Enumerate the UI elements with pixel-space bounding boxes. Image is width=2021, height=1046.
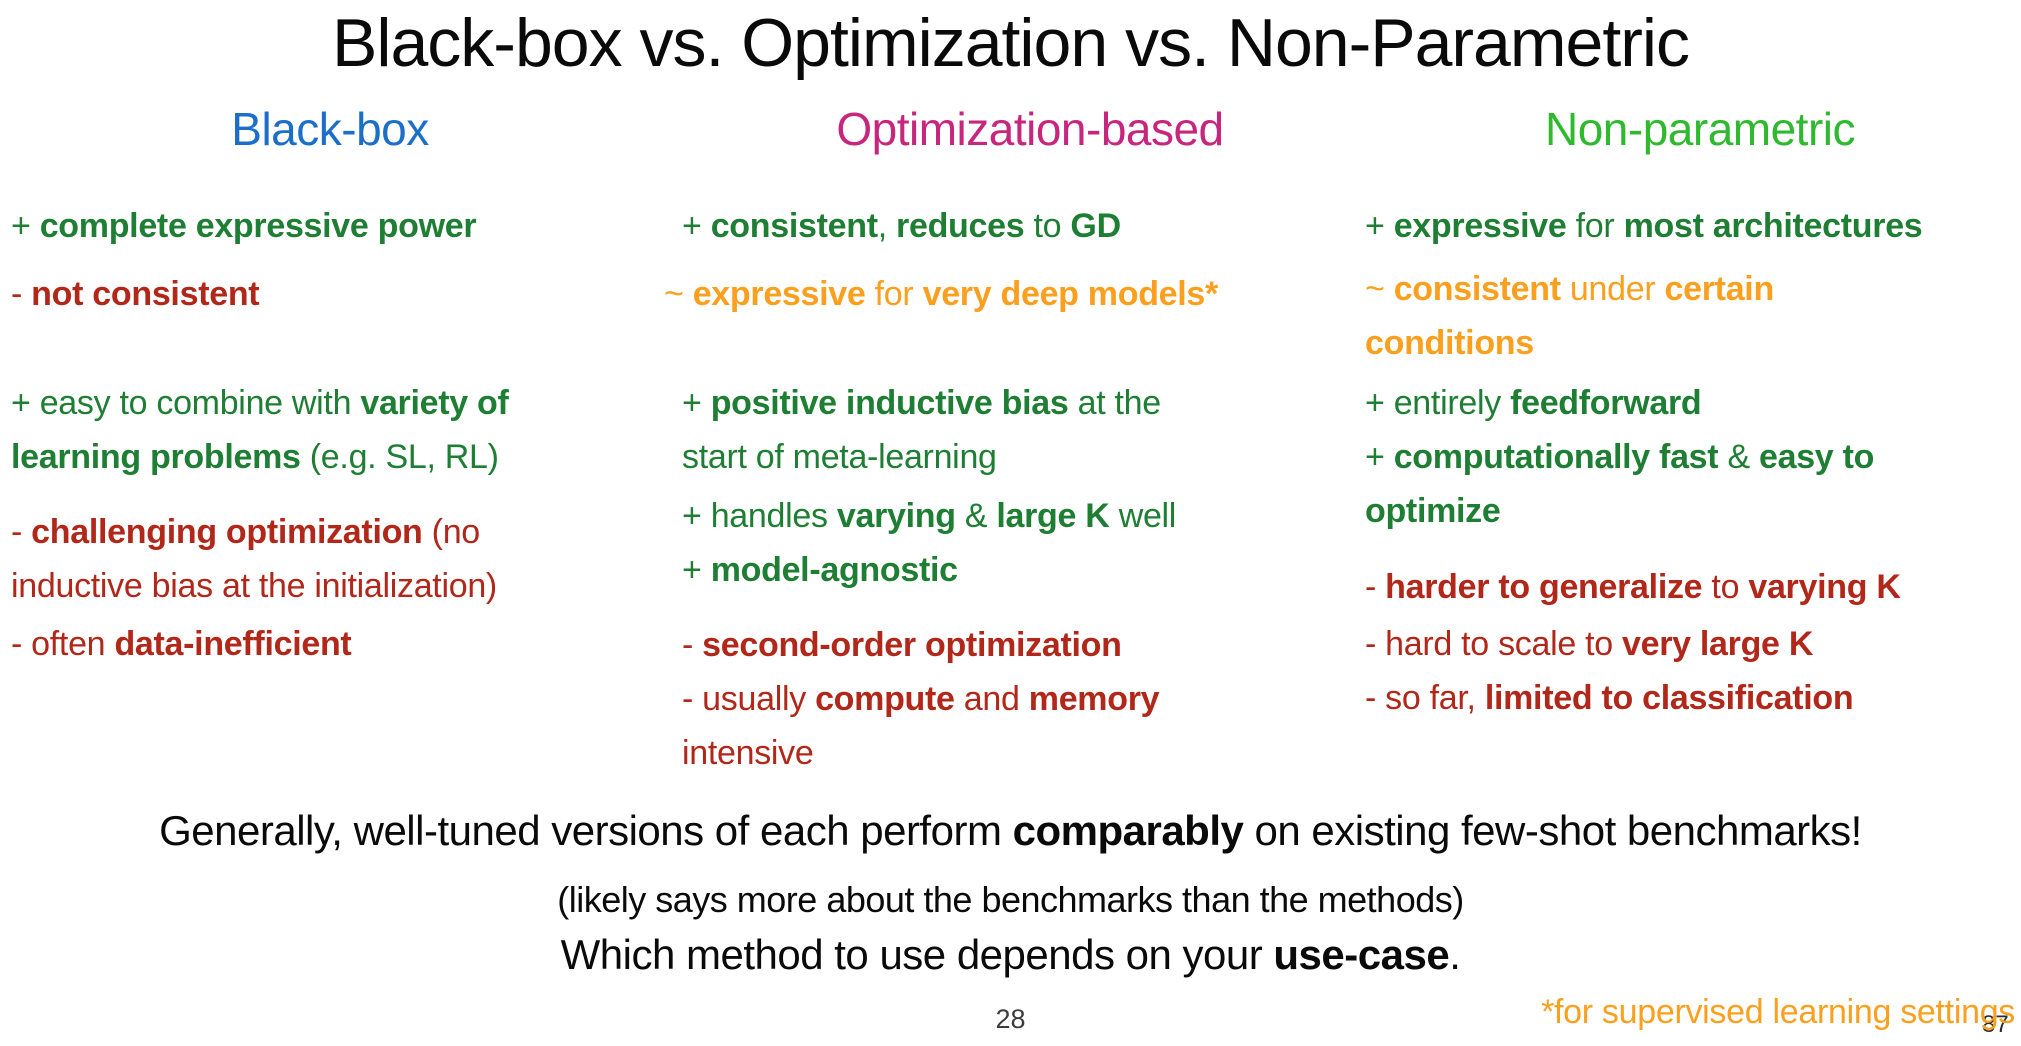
blackbox-pro-expressive-power: + complete expressive power (11, 207, 477, 245)
optimization-pro-handles-varying-large-k: + handles varying & large K well (682, 497, 1177, 535)
conclusion-line: Which method to use depends on your use-… (560, 931, 1461, 978)
overlapping-slide-number: 87 (1982, 1011, 2009, 1038)
page-number: 28 (995, 1004, 1026, 1034)
column-header-black-box: Black-box (231, 103, 429, 155)
optimization-mixed-expressive-deep-models: ~ expressive for very deep models* (664, 275, 1218, 313)
optimization-con-compute-memory-intensive: - usually compute and memory intensive (682, 680, 1160, 772)
nonparametric-mixed-consistent-conditions: ~ consistent under certain conditions (1365, 270, 1774, 362)
optimization-pro-model-agnostic: + model-agnostic (682, 551, 958, 589)
blackbox-con-data-inefficient: - often data-inefficient (11, 625, 352, 663)
summary-line: Generally, well-tuned versions of each p… (159, 807, 1862, 854)
column-header-optimization-based: Optimization-based (836, 103, 1224, 155)
benchmarks-note: (likely says more about the benchmarks t… (557, 879, 1464, 920)
optimization-pro-consistent-gd: + consistent, reduces to GD (682, 207, 1121, 245)
nonparametric-con-hard-scale-large-k: - hard to scale to very large K (1365, 625, 1814, 663)
nonparametric-con-harder-generalize-varying-k: - harder to generalize to varying K (1365, 568, 1901, 606)
optimization-pro-positive-inductive-bias: + positive inductive bias at the start o… (682, 384, 1161, 476)
column-header-non-parametric: Non-parametric (1545, 103, 1856, 155)
blackbox-con-not-consistent: - not consistent (11, 275, 260, 313)
blackbox-con-challenging-optimization: - challenging optimization (no inductive… (11, 513, 497, 605)
nonparametric-pro-computationally-fast: + computationally fast & easy to optimiz… (1365, 438, 1875, 530)
nonparametric-pro-entirely-feedforward: + entirely feedforward (1365, 384, 1702, 422)
footnote-supervised-learning: *for supervised learning settings (1541, 993, 2015, 1031)
blackbox-pro-variety-of-problems: + easy to combine with variety of learni… (11, 384, 509, 476)
nonparametric-pro-expressive-architectures: + expressive for most architectures (1365, 207, 1923, 245)
slide-title: Black-box vs. Optimization vs. Non-Param… (332, 5, 1690, 81)
optimization-con-second-order: - second-order optimization (682, 626, 1122, 664)
nonparametric-con-limited-classification: - so far, limited to classification (1365, 679, 1854, 717)
